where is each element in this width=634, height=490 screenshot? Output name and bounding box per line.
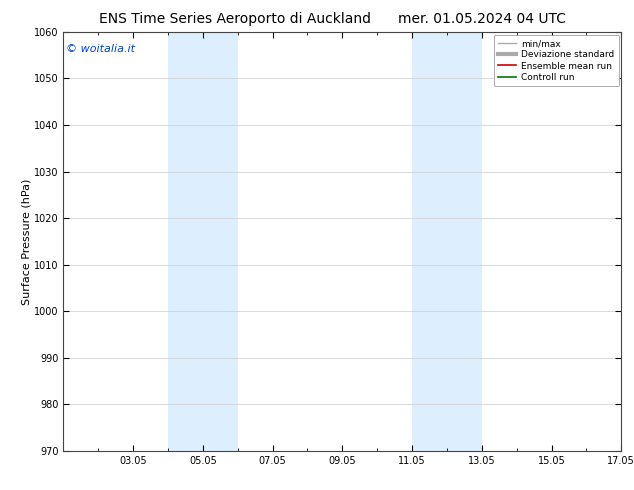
Text: ENS Time Series Aeroporto di Auckland: ENS Time Series Aeroporto di Auckland [98,12,371,26]
Legend: min/max, Deviazione standard, Ensemble mean run, Controll run: min/max, Deviazione standard, Ensemble m… [494,35,619,86]
Bar [168,32,238,451]
Text: © woitalia.it: © woitalia.it [66,45,135,54]
Text: mer. 01.05.2024 04 UTC: mer. 01.05.2024 04 UTC [398,12,566,26]
Bar [412,32,482,451]
Y-axis label: Surface Pressure (hPa): Surface Pressure (hPa) [21,178,31,304]
